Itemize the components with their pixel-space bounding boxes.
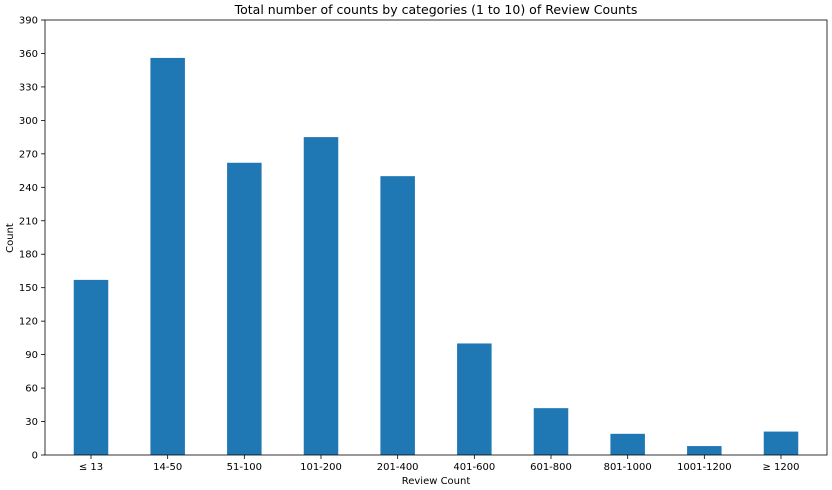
y-axis-label: Count (5, 223, 16, 253)
y-tick-label-13: 390 (19, 16, 38, 27)
x-tick-label-6: 601-800 (530, 462, 572, 473)
y-tick-label-2: 60 (25, 384, 38, 395)
bar-7 (610, 433, 645, 455)
y-tick-label-0: 0 (32, 451, 38, 462)
y-tick-label-7: 210 (19, 216, 38, 227)
bar-0 (73, 279, 109, 455)
x-axis-ticks: ≤ 13 14-50 51-100 101-200 201-400 401-600 601-… (79, 455, 800, 473)
bar-4 (380, 176, 415, 455)
x-tick-label-9: ≥ 1200 (762, 462, 799, 473)
bar-1 (150, 57, 185, 456)
x-axis-label: Review Count (402, 476, 471, 487)
y-tick-label-9: 270 (19, 149, 38, 160)
y-tick-label-10: 300 (19, 116, 38, 127)
bar-8 (687, 446, 722, 455)
x-tick-label-2: 51-100 (227, 462, 262, 473)
x-tick-label-1: 14-50 (153, 462, 182, 473)
x-tick-label-8: 1001-1200 (677, 462, 732, 473)
x-tick-label-4: 201-400 (377, 462, 419, 473)
x-tick-label-0: ≤ 13 (79, 462, 103, 473)
y-tick-label-1: 30 (25, 417, 38, 428)
y-tick-label-11: 330 (19, 82, 38, 93)
y-tick-label-12: 360 (19, 49, 38, 60)
bar-9 (763, 431, 799, 455)
y-tick-label-5: 150 (19, 283, 38, 294)
plot-frame (44, 19, 828, 456)
y-tick-label-8: 240 (19, 183, 38, 194)
y-axis-ticks: 0 30 60 90 120 150 180 210 240 270 300 330 360 390 (19, 16, 45, 462)
y-tick-label-3: 90 (25, 350, 38, 361)
x-tick-label-3: 101-200 (300, 462, 342, 473)
chart-title: Total number of counts by categories (1 … (234, 2, 638, 17)
y-tick-label-6: 180 (19, 250, 38, 261)
bars-group (73, 57, 799, 456)
bar-6 (533, 408, 569, 455)
x-tick-label-5: 401-600 (453, 462, 495, 473)
y-tick-label-4: 120 (19, 317, 38, 328)
bar-2 (227, 162, 262, 455)
bar-3 (303, 137, 339, 455)
bar-5 (457, 343, 492, 455)
x-tick-label-7: 801-1000 (604, 462, 652, 473)
